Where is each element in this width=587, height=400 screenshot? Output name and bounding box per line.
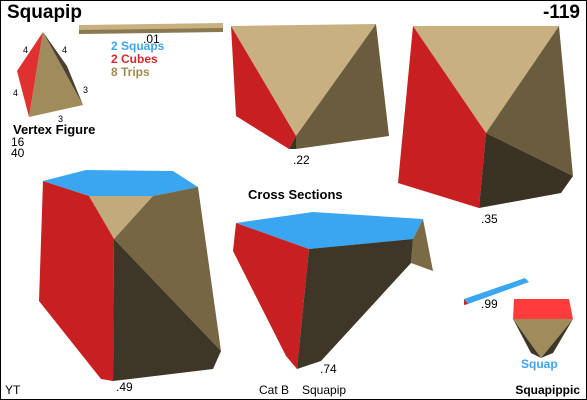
cross-section-01-shape [79, 23, 223, 34]
vertex-edge-label: 4 [13, 88, 19, 98]
legend-item-cubes: 2 Cubes [111, 52, 158, 66]
cross-section-label-74: .74 [320, 362, 337, 376]
cross-section-49-shape [39, 170, 221, 381]
legend-item-trips: 8 Trips [111, 65, 150, 79]
footer-name: Squapip [302, 383, 347, 397]
footer-dual-name: Squapippic [515, 383, 580, 397]
cross-section-label-49: .49 [116, 380, 133, 394]
vertex-edge-label: 3 [83, 85, 89, 95]
squap-dual-shape [513, 299, 573, 358]
cross-section-99-shape [464, 278, 529, 305]
cross-section-label-01: .01 [143, 32, 160, 46]
vertex-figure-label: Vertex Figure [13, 122, 96, 137]
legend-item-squaps: 2 Squaps [111, 39, 165, 53]
vertex-figure-line1: 16 [11, 135, 25, 149]
footer-category: Cat B [259, 383, 290, 397]
footer-author: YT [5, 383, 21, 397]
cross-section-label-99: .99 [481, 297, 498, 311]
dual-label: Squap [521, 357, 558, 371]
cross-section-label-22: .22 [293, 153, 310, 167]
cross-section-74-shape [233, 212, 433, 369]
vertex-edge-label: 4 [62, 45, 68, 55]
vertex-edge-label: 3 [58, 114, 64, 124]
vertex-figure-shape [17, 32, 83, 117]
vertex-edge-label: 4 [23, 45, 29, 55]
polytope-code: -119 [543, 2, 580, 23]
legend: 2 Squaps 2 Cubes 8 Trips [111, 40, 164, 79]
cross-section-35-shape [398, 26, 573, 208]
cross-section-22-shape [231, 24, 389, 149]
cross-section-label-35: .35 [481, 212, 498, 226]
cross-sections-heading: Cross Sections [248, 187, 343, 202]
vertex-figure-line2: 40 [11, 146, 25, 160]
page-title: Squapip [7, 2, 82, 23]
